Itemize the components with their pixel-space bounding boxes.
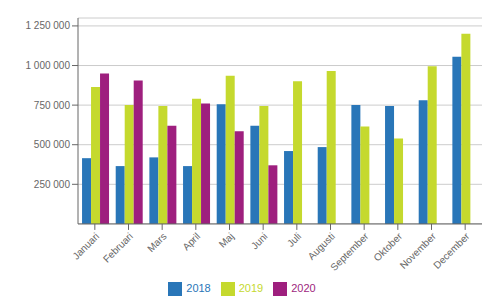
svg-text:September: September: [328, 230, 371, 273]
svg-text:Oktober: Oktober: [371, 230, 404, 263]
svg-text:Juli: Juli: [285, 231, 303, 249]
svg-text:December: December: [431, 230, 472, 271]
html-text:2018: 2018: [186, 281, 211, 294]
svg-text:1 250 000: 1 250 000: [26, 20, 71, 31]
svg-text:Juni: Juni: [249, 231, 270, 252]
svg-text:Augusti: Augusti: [306, 231, 337, 262]
svg-text:250 000: 250 000: [34, 179, 71, 190]
html-text:2019: 2019: [238, 281, 264, 294]
svg-text:1 000 000: 1 000 000: [26, 60, 71, 71]
svg-text:Maj: Maj: [217, 231, 236, 250]
svg-text:750 000: 750 000: [34, 100, 71, 111]
svg-text:Februari: Februari: [101, 231, 135, 265]
svg-text:April: April: [180, 231, 202, 253]
svg-text:Januari: Januari: [70, 231, 101, 262]
svg-text:November: November: [397, 230, 438, 271]
html-text:2020: 2020: [291, 281, 316, 294]
svg-text:Mars: Mars: [145, 231, 169, 255]
svg-text:500 000: 500 000: [34, 139, 71, 150]
